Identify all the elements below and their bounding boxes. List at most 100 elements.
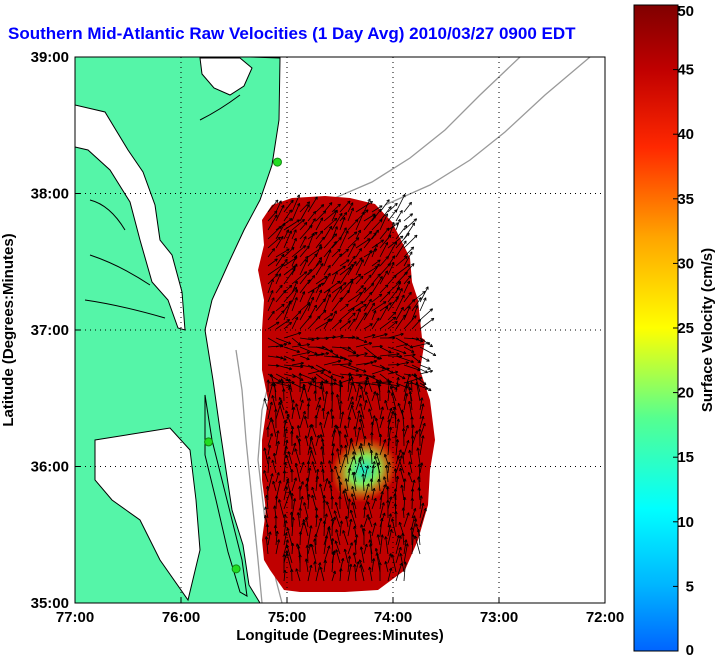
velocity-arrow [275,284,283,294]
velocity-arrow [339,411,344,429]
velocity-arrowhead [308,382,312,385]
velocity-arrowhead [330,349,334,352]
velocity-arrowhead [388,496,392,500]
velocity-arrow [395,439,399,456]
velocity-arrowhead [319,404,321,408]
velocity-arrow [267,401,273,420]
velocity-arrowhead [353,564,356,568]
velocity-arrow [359,403,365,420]
velocity-arrow [323,360,341,366]
velocity-arrowhead [301,362,304,366]
velocity-arrow [291,373,304,381]
velocity-arrowhead [368,230,372,233]
velocity-arrow [285,410,293,429]
velocity-arrowhead [348,467,351,471]
velocity-arrow [331,570,336,582]
velocity-arrowhead [280,356,284,359]
velocity-arrow [339,355,353,363]
velocity-arrowhead [288,284,292,287]
velocity-arrowhead [357,426,361,430]
velocity-arrow [305,435,309,447]
velocity-arrowhead [413,218,417,220]
velocity-arrowhead [430,317,434,320]
velocity-arrowhead [392,255,396,258]
velocity-arrowhead [325,337,329,341]
velocity-arrowhead [304,415,308,419]
velocity-arrowhead [384,399,388,403]
velocity-arrow [291,517,294,537]
velocity-arrow [379,263,391,276]
velocity-arrowhead [288,386,290,390]
velocity-arrowhead [394,320,398,323]
velocity-arrowhead [279,397,282,400]
velocity-arrowhead [408,471,412,475]
velocity-arrow [379,491,383,510]
velocity-arrow [272,459,277,474]
velocity-arrowhead [414,479,416,483]
velocity-arrowhead [306,201,310,204]
velocity-arrowhead [354,539,357,543]
velocity-arrow [387,419,390,438]
velocity-arrow [371,229,379,240]
velocity-arrowhead [298,531,301,535]
velocity-arrow [352,472,357,492]
velocity-arrow [267,321,280,330]
velocity-arrowhead [412,246,415,250]
velocity-arrowhead [338,236,342,239]
velocity-arrowhead [387,486,390,490]
velocity-arrowhead [371,302,375,305]
velocity-arrowhead [381,239,385,243]
velocity-arrowhead [291,517,294,521]
velocity-arrow [307,196,318,213]
velocity-arrow [275,382,291,387]
velocity-arrowhead [302,519,304,523]
velocity-arrowhead [306,545,309,549]
velocity-arrowhead [430,370,434,374]
velocity-arrowhead [356,368,359,372]
velocity-arrowhead [408,291,412,294]
velocity-arrow [295,463,301,483]
velocity-arrow [291,498,296,519]
velocity-arrowhead [347,498,350,502]
velocity-arrowhead [410,488,413,492]
velocity-arrowhead [364,506,367,510]
velocity-arrowhead [319,566,321,570]
velocity-arrow [419,435,424,456]
velocity-arrow [314,376,317,393]
velocity-arrow [291,280,298,294]
velocity-arrowhead [412,263,415,267]
velocity-arrowhead [266,379,269,383]
velocity-arrowhead [388,553,392,556]
velocity-arrowhead [288,490,291,494]
velocity-arrowhead [332,429,336,433]
velocity-arrowhead [295,568,297,572]
velocity-arrowhead [417,319,421,321]
velocity-arrowhead [311,365,315,368]
velocity-arrowhead [388,426,392,430]
velocity-arrow [363,283,375,294]
velocity-arrowhead [312,381,316,384]
velocity-arrow [403,393,408,411]
velocity-arrow [387,274,397,285]
velocity-arrow [307,275,315,285]
velocity-arrowhead [343,434,346,438]
velocity-arrowhead [397,475,400,480]
velocity-arrow [347,381,368,384]
velocity-arrowhead [320,204,324,206]
velocity-arrowhead [340,335,344,338]
velocity-arrowhead [372,283,375,287]
velocity-arrowhead [345,303,349,306]
velocity-arrowhead [412,353,416,355]
velocity-arrow [387,426,392,447]
velocity-arrowhead [297,438,300,442]
velocity-arrowhead [424,381,427,385]
velocity-arrowhead [310,564,313,569]
velocity-arrow [379,518,383,537]
velocity-arrowhead [340,237,342,241]
velocity-arrow [366,376,373,393]
velocity-arrowhead [370,201,373,205]
velocity-arrowhead [319,382,322,386]
velocity-arrowhead [389,350,392,354]
velocity-arrowhead [291,430,294,434]
velocity-arrowhead [271,310,275,313]
